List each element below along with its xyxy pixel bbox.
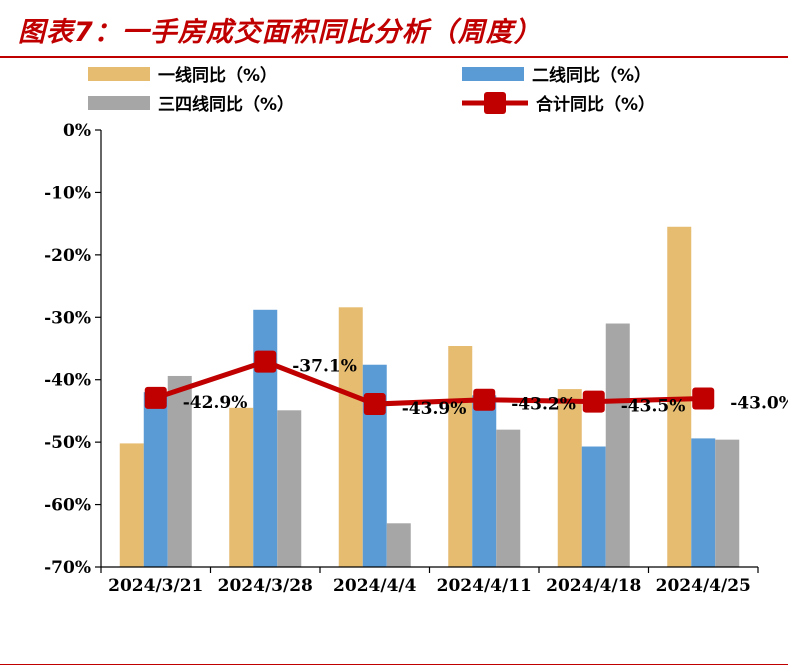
line-point xyxy=(582,390,605,413)
y-tick-label: 0% xyxy=(63,121,91,141)
line-point xyxy=(144,386,167,409)
bar xyxy=(338,307,363,567)
bar xyxy=(581,446,606,567)
legend-label: 三四线同比（%） xyxy=(158,94,294,115)
x-tick-label: 2024/3/28 xyxy=(218,576,313,596)
bar xyxy=(715,439,740,567)
data-label: -42.9% xyxy=(183,393,248,413)
chart-title: 图表7：一手房成交面积同比分析（周度） xyxy=(18,17,542,48)
bar xyxy=(167,375,192,567)
legend-swatch xyxy=(462,67,524,81)
line-point xyxy=(692,387,715,410)
x-tick-label: 2024/4/4 xyxy=(333,576,417,596)
legend-swatch-marker xyxy=(484,92,506,114)
x-tick-label: 2024/4/25 xyxy=(656,576,751,596)
x-tick-label: 2024/4/11 xyxy=(437,576,532,596)
legend: 一线同比（%） 二线同比（%） 三四线同比（%） 合计同比（%） xyxy=(88,65,655,115)
total-line xyxy=(144,350,715,416)
legend-label: 二线同比（%） xyxy=(532,65,651,86)
data-label: -43.0% xyxy=(730,393,788,413)
line-point xyxy=(473,388,496,411)
bar xyxy=(119,443,144,567)
bar xyxy=(557,389,582,567)
total-series-line xyxy=(154,359,704,407)
bar xyxy=(472,395,497,567)
data-label: -43.2% xyxy=(511,395,576,415)
line-point xyxy=(254,350,277,373)
bar xyxy=(605,323,630,567)
y-tick-label: -60% xyxy=(44,496,91,516)
bar xyxy=(386,523,411,567)
legend-swatch xyxy=(88,67,150,81)
bar xyxy=(229,407,254,567)
bar xyxy=(691,438,716,567)
bar xyxy=(277,410,302,567)
legend-label: 一线同比（%） xyxy=(158,65,277,86)
data-label: -43.9% xyxy=(402,399,467,419)
y-tick-label: -40% xyxy=(44,371,91,391)
data-label: -43.5% xyxy=(621,397,686,417)
y-axis: 0% -10% -20% -30% -40% -50% -60% -70% xyxy=(44,121,102,578)
bar xyxy=(253,309,278,567)
bar xyxy=(448,346,473,567)
x-tick-label: 2024/4/18 xyxy=(546,576,641,596)
bar xyxy=(496,429,521,567)
data-label: -37.1% xyxy=(292,357,357,377)
line-point xyxy=(363,393,386,416)
y-tick-label: -30% xyxy=(44,308,91,328)
title-rule xyxy=(0,56,788,58)
footer-rule xyxy=(0,664,788,665)
data-labels: -42.9% -37.1% -43.9% -43.2% -43.5% -43.0% xyxy=(183,357,788,419)
y-tick-label: -20% xyxy=(44,246,91,266)
x-tick-label: 2024/3/21 xyxy=(108,576,203,596)
legend-swatch xyxy=(88,96,150,110)
y-tick-label: -50% xyxy=(44,433,91,453)
x-axis: 2024/3/21 2024/3/28 2024/4/4 2024/4/11 2024/… xyxy=(100,566,759,596)
legend-label: 合计同比（%） xyxy=(536,94,655,115)
y-tick-label: -70% xyxy=(44,558,91,578)
y-tick-label: -10% xyxy=(44,183,91,203)
bar xyxy=(143,392,168,567)
